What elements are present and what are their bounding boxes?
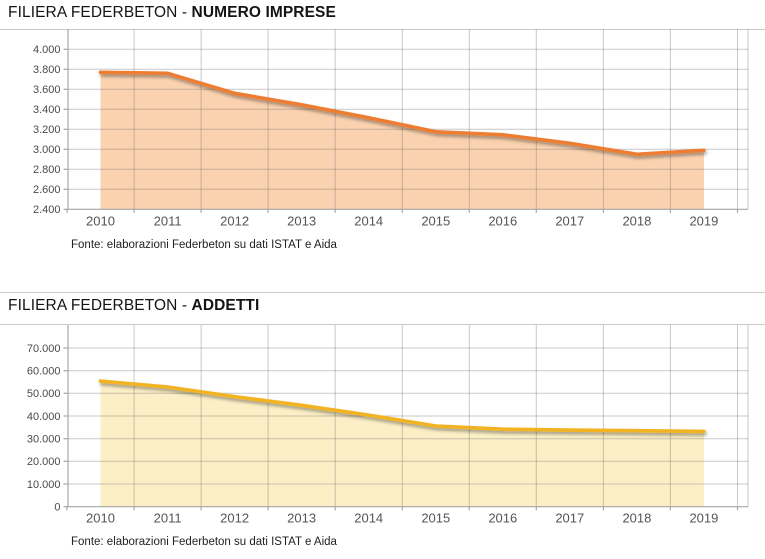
svg-text:2.600: 2.600 — [33, 184, 61, 196]
chart1-source: Fonte: elaborazioni Federbeton su dati I… — [71, 239, 337, 251]
svg-text:2012: 2012 — [220, 213, 249, 228]
svg-text:3.800: 3.800 — [33, 64, 61, 76]
svg-text:2.800: 2.800 — [33, 164, 61, 176]
svg-text:3.000: 3.000 — [33, 144, 61, 156]
svg-text:30.000: 30.000 — [27, 434, 61, 446]
svg-text:2012: 2012 — [220, 511, 249, 526]
svg-text:0: 0 — [54, 502, 60, 514]
svg-text:50.000: 50.000 — [27, 388, 61, 400]
area-fill — [100, 381, 704, 507]
svg-text:4.000: 4.000 — [33, 44, 61, 56]
svg-text:60.000: 60.000 — [27, 366, 61, 378]
chart1-title-prefix: FILIERA FEDERBETON - — [8, 4, 192, 21]
series-line — [98, 379, 706, 434]
y-axis-labels: 4.000 3.800 3.600 3.400 3.200 3.000 2.800 2.600… — [33, 44, 61, 216]
svg-text:3.400: 3.400 — [33, 104, 61, 116]
chart1-title-emphasis: NUMERO IMPRESE — [191, 4, 336, 21]
chart2-title-prefix: FILIERA FEDERBETON - — [8, 297, 192, 314]
svg-text:3.200: 3.200 — [33, 124, 61, 136]
area-fill — [100, 72, 704, 210]
svg-text:2017: 2017 — [555, 213, 584, 228]
svg-text:2015: 2015 — [421, 213, 450, 228]
svg-text:2011: 2011 — [154, 213, 182, 228]
x-axis-labels: 2010 2011 2012 2013 2014 2015 2016 2017 2018 2019 — [86, 511, 718, 526]
svg-text:2010: 2010 — [86, 213, 115, 228]
axes — [63, 325, 748, 511]
svg-text:2015: 2015 — [421, 511, 450, 526]
svg-text:40.000: 40.000 — [27, 411, 61, 423]
svg-text:2010: 2010 — [86, 511, 115, 526]
svg-text:2013: 2013 — [287, 213, 316, 228]
series-line — [98, 70, 706, 157]
gridlines — [68, 29, 749, 210]
svg-text:10.000: 10.000 — [27, 479, 61, 491]
gridlines — [68, 325, 749, 507]
chart2-source: Fonte: elaborazioni Federbeton su dati I… — [71, 536, 337, 548]
svg-text:2013: 2013 — [287, 511, 316, 526]
svg-text:2018: 2018 — [622, 511, 651, 526]
svg-text:20.000: 20.000 — [27, 456, 61, 468]
svg-text:2016: 2016 — [488, 213, 517, 228]
divider-rule-chart2-top — [0, 324, 765, 325]
svg-text:2.400: 2.400 — [33, 204, 61, 216]
svg-text:70.000: 70.000 — [27, 343, 61, 355]
svg-text:3.600: 3.600 — [33, 84, 61, 96]
svg-text:2014: 2014 — [354, 511, 383, 526]
svg-text:2014: 2014 — [354, 213, 383, 228]
divider-rule-top — [0, 29, 765, 30]
chart2-title-emphasis: ADDETTI — [191, 297, 260, 314]
axes — [63, 29, 748, 213]
chart1-title: FILIERA FEDERBETON - NUMERO IMPRESE — [8, 4, 336, 22]
divider-rule-middle — [0, 292, 765, 293]
svg-text:2017: 2017 — [555, 511, 584, 526]
svg-text:2011: 2011 — [154, 511, 182, 526]
svg-text:2016: 2016 — [488, 511, 517, 526]
addetti-chart: 70.000 60.000 50.000 40.000 30.000 20.000 10.0… — [27, 325, 749, 526]
numero-imprese-chart: 4.000 3.800 3.600 3.400 3.200 3.000 2.800 2.600… — [33, 29, 749, 228]
y-axis-labels: 70.000 60.000 50.000 40.000 30.000 20.000 10.0… — [27, 343, 61, 514]
chart2-title: FILIERA FEDERBETON - ADDETTI — [8, 297, 259, 315]
svg-text:2019: 2019 — [689, 511, 718, 526]
svg-text:2018: 2018 — [622, 213, 651, 228]
x-axis-labels: 2010 2011 2012 2013 2014 2015 2016 2017 2018 2019 — [86, 213, 718, 228]
svg-text:2019: 2019 — [689, 213, 718, 228]
